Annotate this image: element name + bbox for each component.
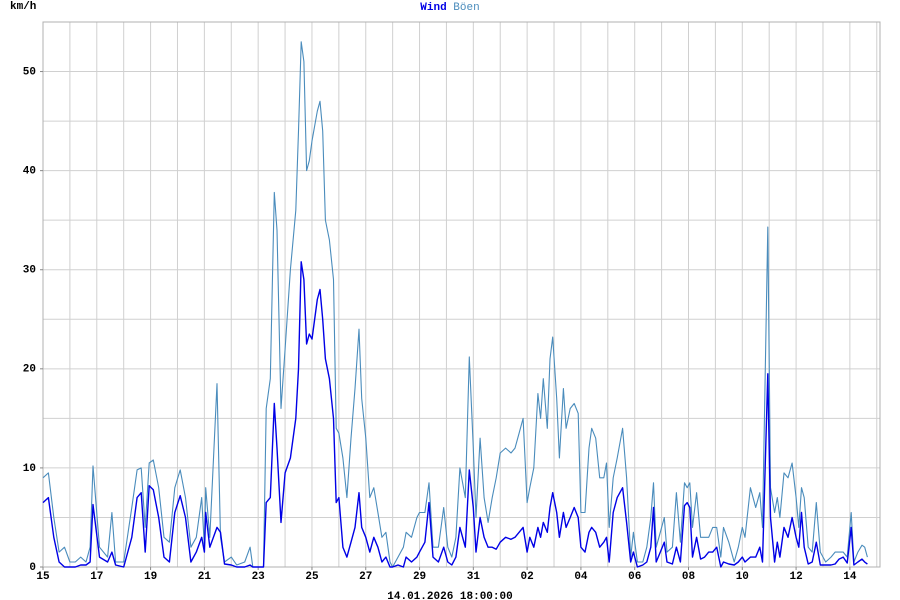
x-tick-label: 12 [789,571,802,583]
x-tick-label: 02 [521,571,534,583]
series-line [42,41,868,568]
x-tick-label: 23 [252,571,266,583]
y-axis-label: km/h [10,1,36,13]
y-tick-label: 20 [23,364,36,376]
y-tick-label: 0 [29,562,36,574]
y-tick-label: 50 [23,66,36,78]
x-tick-label: 04 [574,571,588,583]
legend-entry: Wind [420,2,446,14]
footer: 14.01.2026 18:00:00 [387,591,512,600]
x-tick-label: 29 [413,571,426,583]
legend-entry: Böen [453,2,479,14]
y-tick-label: 30 [23,265,36,277]
x-tick-label: 14 [843,571,857,583]
y-tick-label: 10 [23,463,36,475]
y-tick-label: 40 [23,166,36,178]
x-tick-label: 25 [305,571,319,583]
plot-frame [42,21,881,568]
x-tick-label: 31 [467,571,481,583]
x-tick-label: 08 [682,571,696,583]
chart-title: Wind Böen [420,2,479,14]
x-tick-label: 21 [198,571,212,583]
series-line [42,261,868,568]
x-tick-label: 10 [736,571,749,583]
x-tick-label: 15 [36,571,50,583]
x-tick-label: 19 [144,571,157,583]
x-tick-label: 17 [90,571,103,583]
x-tick-label: 06 [628,571,641,583]
x-tick-label: 27 [359,571,372,583]
